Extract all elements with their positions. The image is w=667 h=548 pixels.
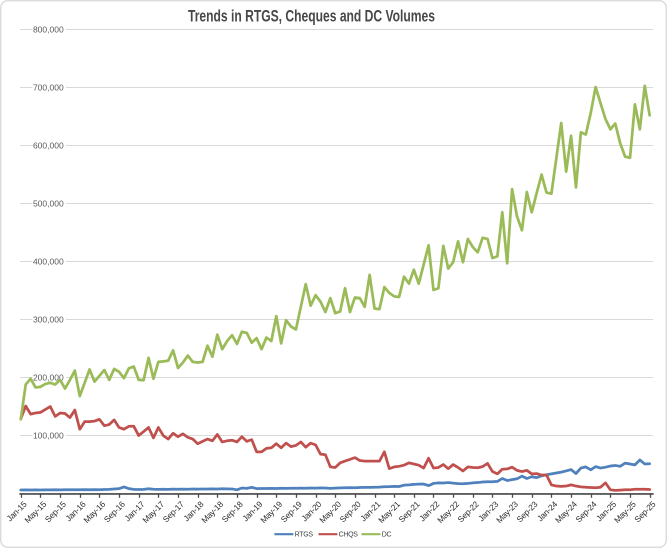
- svg-text:RTGS: RTGS: [295, 532, 314, 539]
- svg-text:300,000: 300,000: [33, 315, 64, 325]
- svg-text:400,000: 400,000: [33, 257, 64, 267]
- svg-text:DC: DC: [382, 532, 392, 539]
- svg-text:CHQS: CHQS: [339, 532, 359, 539]
- svg-text:200,000: 200,000: [33, 373, 64, 383]
- svg-text:700,000: 700,000: [33, 83, 64, 93]
- svg-text:Trends in RTGS, Cheques and DC: Trends in RTGS, Cheques and DC Volumes: [188, 8, 435, 26]
- svg-text:100,000: 100,000: [33, 431, 64, 441]
- svg-text:800,000: 800,000: [33, 25, 64, 35]
- svg-text:600,000: 600,000: [33, 141, 64, 151]
- svg-text:500,000: 500,000: [33, 199, 64, 209]
